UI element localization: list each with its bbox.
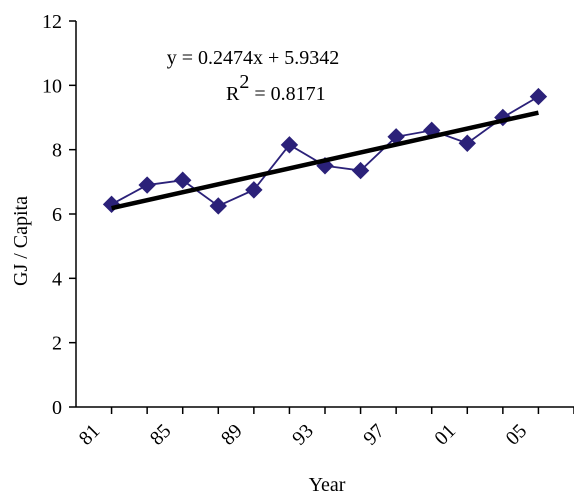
- data-point: [280, 136, 299, 154]
- y-tick-label: 6: [52, 204, 62, 226]
- x-tick-label: 05: [502, 420, 532, 450]
- y-tick-label: 0: [52, 397, 62, 419]
- x-ticks: 81 85 89 93 97 01 05: [75, 407, 574, 450]
- y-tick-label: 2: [52, 333, 62, 355]
- data-point: [174, 171, 192, 189]
- data-point: [245, 181, 263, 199]
- data-point: [351, 161, 370, 180]
- series-line: [111, 95, 539, 207]
- x-axis-title: Year: [309, 474, 346, 495]
- data-point: [529, 87, 548, 106]
- x-tick-label: 93: [288, 420, 318, 450]
- x-tick-label: 81: [75, 420, 105, 450]
- axes: 0 2 4 6 8 10 12 81 85 89 93 97 01 05: [42, 11, 574, 450]
- trendline: [111, 110, 539, 211]
- r-squared-prefix: R: [226, 83, 240, 105]
- data-point: [102, 195, 121, 214]
- r-squared-label: R2 = 0.8171: [226, 71, 326, 105]
- data-point: [458, 134, 476, 152]
- data-point: [138, 176, 156, 194]
- x-tick-label: 01: [430, 420, 460, 450]
- x-tick-label: 97: [359, 420, 389, 450]
- y-axis-title: GJ / Capita: [10, 196, 32, 286]
- y-ticks: 0 2 4 6 8 10 12: [42, 11, 76, 419]
- x-tick-label: 85: [146, 420, 176, 450]
- plot-area: [102, 87, 548, 215]
- trendline-equation: y = 0.2474x + 5.9342: [167, 47, 340, 69]
- x-tick-label: 89: [217, 420, 247, 450]
- y-tick-label: 10: [42, 75, 62, 97]
- y-tick-label: 8: [52, 140, 62, 162]
- r-squared-superscript: 2: [239, 71, 249, 93]
- y-tick-label: 4: [52, 268, 62, 290]
- data-point: [209, 197, 227, 215]
- r-squared-value: = 0.8171: [249, 83, 325, 105]
- y-tick-label: 12: [42, 11, 62, 33]
